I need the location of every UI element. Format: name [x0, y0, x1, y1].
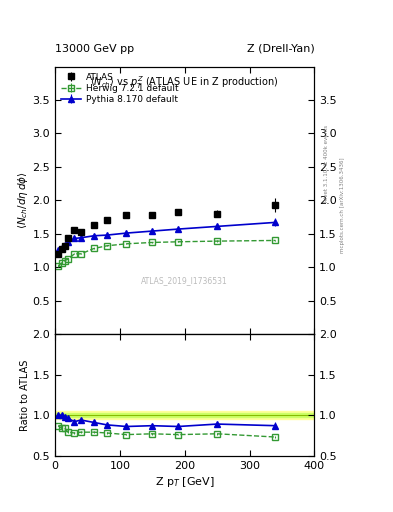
Legend: ATLAS, Herwig 7.2.1 default, Pythia 8.170 default: ATLAS, Herwig 7.2.1 default, Pythia 8.17… [59, 71, 180, 106]
X-axis label: Z p$_T$ [GeV]: Z p$_T$ [GeV] [155, 475, 215, 489]
Text: $\langle N_{ch}\rangle$ vs $p_T^Z$ (ATLAS UE in Z production): $\langle N_{ch}\rangle$ vs $p_T^Z$ (ATLA… [90, 75, 279, 91]
Text: 13000 GeV pp: 13000 GeV pp [55, 44, 134, 54]
Bar [55, 411, 314, 419]
Bar [55, 413, 314, 417]
Text: mcplots.cern.ch [arXiv:1306.3436]: mcplots.cern.ch [arXiv:1306.3436] [340, 157, 345, 252]
Text: ATLAS_2019_I1736531: ATLAS_2019_I1736531 [141, 276, 228, 285]
Text: Rivet 3.1.10, ≥ 400k events: Rivet 3.1.10, ≥ 400k events [324, 125, 329, 202]
Y-axis label: $\langle N_{ch}/d\eta\,d\phi\rangle$: $\langle N_{ch}/d\eta\,d\phi\rangle$ [16, 172, 29, 229]
Text: Z (Drell-Yan): Z (Drell-Yan) [247, 44, 314, 54]
Y-axis label: Ratio to ATLAS: Ratio to ATLAS [20, 359, 29, 431]
